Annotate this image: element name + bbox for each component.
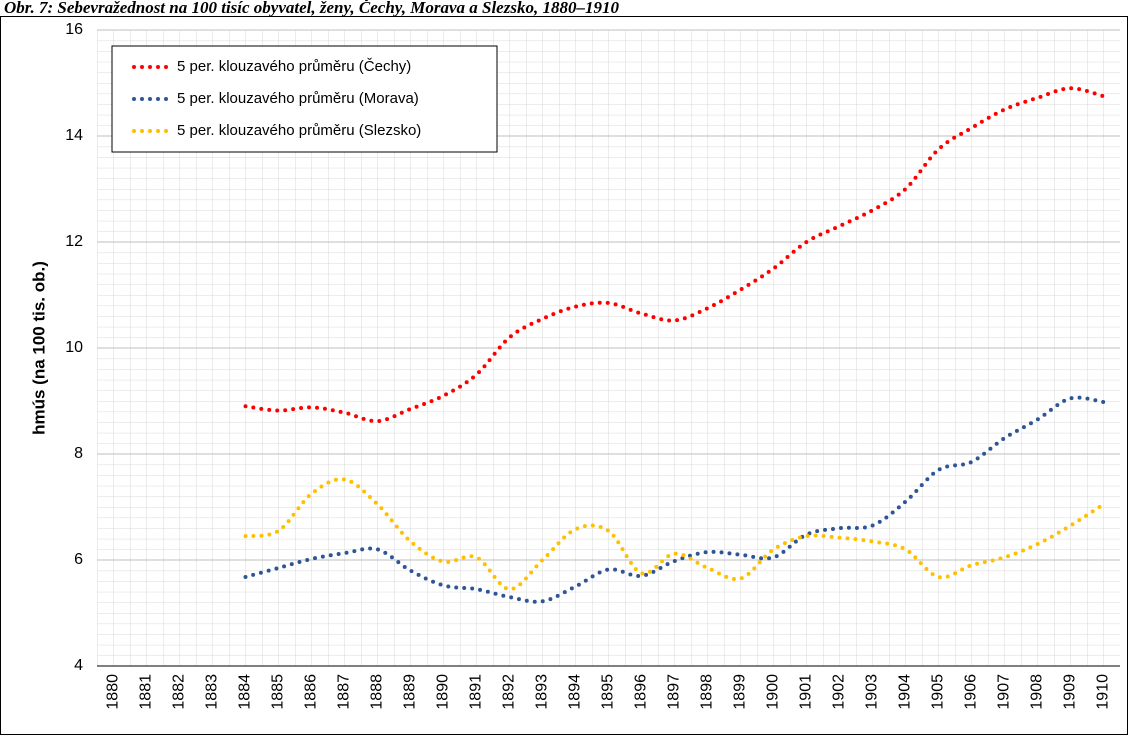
x-tick-label: 1890 bbox=[435, 674, 452, 710]
x-tick-label: 1906 bbox=[963, 674, 980, 710]
x-tick-label: 1897 bbox=[666, 674, 683, 710]
x-tick-label: 1899 bbox=[732, 674, 749, 710]
x-tick-label: 1900 bbox=[765, 674, 782, 710]
x-tick-label: 1901 bbox=[798, 674, 815, 710]
x-tick-label: 1909 bbox=[1062, 674, 1079, 710]
x-tick-label: 1880 bbox=[105, 674, 122, 710]
x-tick-label: 1905 bbox=[930, 674, 947, 710]
x-tick-label: 1910 bbox=[1095, 674, 1112, 710]
x-tick-label: 1895 bbox=[600, 674, 617, 710]
x-tick-label: 1892 bbox=[501, 674, 518, 710]
y-tick-label: 12 bbox=[65, 233, 83, 250]
legend-label: 5 per. klouzavého průměru (Slezsko) bbox=[177, 122, 421, 139]
x-tick-label: 1894 bbox=[567, 674, 584, 710]
x-tick-label: 1893 bbox=[534, 674, 551, 710]
x-tick-label: 1888 bbox=[369, 674, 386, 710]
legend-box bbox=[111, 45, 498, 153]
y-tick-label: 10 bbox=[65, 339, 83, 356]
x-tick-label: 1891 bbox=[468, 674, 485, 710]
x-tick-label: 1883 bbox=[204, 674, 221, 710]
x-tick-label: 1908 bbox=[1029, 674, 1046, 710]
y-tick-label: 4 bbox=[74, 657, 83, 674]
chart-title: Obr. 7: Sebevražednost na 100 tisíc obyv… bbox=[4, 0, 619, 17]
x-tick-label: 1884 bbox=[237, 674, 254, 710]
x-tick-label: 1903 bbox=[864, 674, 881, 710]
x-tick-label: 1898 bbox=[699, 674, 716, 710]
x-tick-label: 1881 bbox=[138, 674, 155, 710]
series-line bbox=[243, 477, 1106, 592]
x-tick-label: 1896 bbox=[633, 674, 650, 710]
y-tick-label: 6 bbox=[74, 551, 83, 568]
x-tick-label: 1889 bbox=[402, 674, 419, 710]
legend-label: 5 per. klouzavého průměru (Morava) bbox=[177, 90, 419, 107]
y-tick-label: 14 bbox=[65, 127, 83, 144]
y-axis-label: hmús (na 100 tis. ob.) bbox=[29, 261, 48, 435]
x-tick-label: 1887 bbox=[336, 674, 353, 710]
x-tick-label: 1886 bbox=[303, 674, 320, 710]
series-line bbox=[243, 86, 1106, 424]
x-tick-label: 1907 bbox=[996, 674, 1013, 710]
x-tick-label: 1904 bbox=[897, 674, 914, 710]
y-tick-label: 16 bbox=[65, 21, 83, 38]
x-tick-label: 1885 bbox=[270, 674, 287, 710]
x-tick-label: 1902 bbox=[831, 674, 848, 710]
x-tick-label: 1882 bbox=[171, 674, 188, 710]
y-tick-label: 8 bbox=[74, 445, 83, 462]
legend-label: 5 per. klouzavého průměru (Čechy) bbox=[177, 58, 411, 75]
series-line bbox=[243, 395, 1106, 604]
